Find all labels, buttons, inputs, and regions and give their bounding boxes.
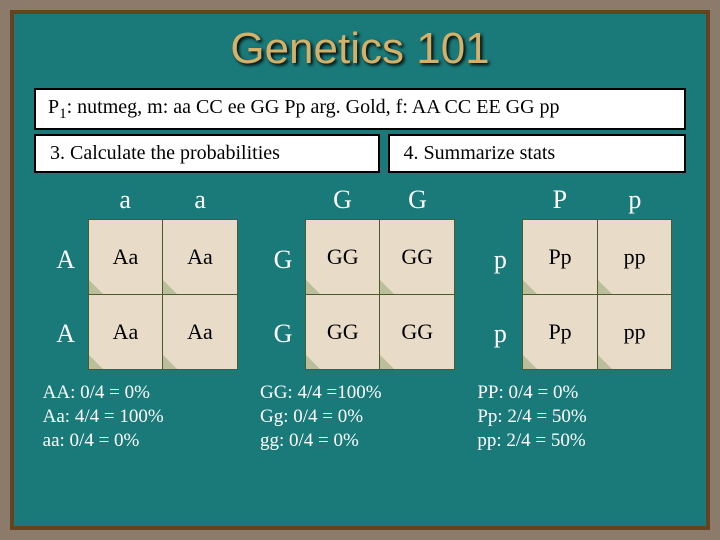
side-allele: A xyxy=(48,245,84,275)
side-allele: p xyxy=(482,245,518,275)
punnett-p: P p p p Pppp Pppp xyxy=(482,185,672,370)
punnett-g: G G G G GGGG GGGG xyxy=(265,185,455,370)
stat-line: Pp: 2/4 = 50% xyxy=(477,406,677,428)
cell: pp xyxy=(597,220,672,295)
stat-line: GG: 4/4 =100% xyxy=(260,382,460,404)
task-row: 3. Calculate the probabilities 4. Summar… xyxy=(34,134,686,173)
side-allele: A xyxy=(48,319,84,349)
stat-line: Aa: 4/4 = 100% xyxy=(43,406,243,428)
cell: GG xyxy=(380,220,455,295)
top-allele: P xyxy=(522,185,597,215)
top-allele: G xyxy=(380,185,455,215)
side-allele: p xyxy=(482,319,518,349)
cell: Aa xyxy=(163,220,238,295)
stats-col-p: PP: 0/4 = 0% Pp: 2/4 = 50% pp: 2/4 = 50% xyxy=(477,380,677,454)
stats-row: AA: 0/4 = 0% Aa: 4/4 = 100% aa: 0/4 = 0%… xyxy=(34,380,686,454)
cell: GG xyxy=(380,295,455,370)
cell: GG xyxy=(305,295,380,370)
cell: pp xyxy=(597,295,672,370)
cell: Aa xyxy=(163,295,238,370)
punnett-row: a a A A AaAa AaAa G G G G GGGG GGGG P p … xyxy=(34,185,686,370)
stat-line: aa: 0/4 = 0% xyxy=(43,430,243,452)
cell: GG xyxy=(305,220,380,295)
stat-line: PP: 0/4 = 0% xyxy=(477,382,677,404)
top-allele: G xyxy=(305,185,380,215)
cell: Aa xyxy=(88,295,163,370)
p1-sub: 1 xyxy=(59,106,67,122)
stats-col-a: AA: 0/4 = 0% Aa: 4/4 = 100% aa: 0/4 = 0% xyxy=(43,380,243,454)
p1-genotype-bar: P1: nutmeg, m: aa CC ee GG Pp arg. Gold,… xyxy=(34,88,686,130)
task-right: 4. Summarize stats xyxy=(388,134,686,173)
punnett-grid: AaAa AaAa xyxy=(88,219,238,370)
top-allele: p xyxy=(597,185,672,215)
punnett-grid: GGGG GGGG xyxy=(305,219,455,370)
punnett-grid: Pppp Pppp xyxy=(522,219,672,370)
top-allele: a xyxy=(163,185,238,215)
punnett-a: a a A A AaAa AaAa xyxy=(48,185,238,370)
stat-line: pp: 2/4 = 50% xyxy=(477,430,677,452)
stat-line: gg: 0/4 = 0% xyxy=(260,430,460,452)
task-left: 3. Calculate the probabilities xyxy=(34,134,380,173)
stats-col-g: GG: 4/4 =100% Gg: 0/4 = 0% gg: 0/4 = 0% xyxy=(260,380,460,454)
cell: Pp xyxy=(523,220,598,295)
cell: Aa xyxy=(88,220,163,295)
p1-prefix: P xyxy=(48,96,59,118)
cell: Pp xyxy=(523,295,598,370)
page-title: Genetics 101 xyxy=(14,24,706,74)
side-allele: G xyxy=(265,319,301,349)
slide: Genetics 101 P1: nutmeg, m: aa CC ee GG … xyxy=(10,10,710,530)
p1-rest: : nutmeg, m: aa CC ee GG Pp arg. Gold, f… xyxy=(67,96,560,118)
stat-line: AA: 0/4 = 0% xyxy=(43,382,243,404)
stat-line: Gg: 0/4 = 0% xyxy=(260,406,460,428)
side-allele: G xyxy=(265,245,301,275)
top-allele: a xyxy=(88,185,163,215)
